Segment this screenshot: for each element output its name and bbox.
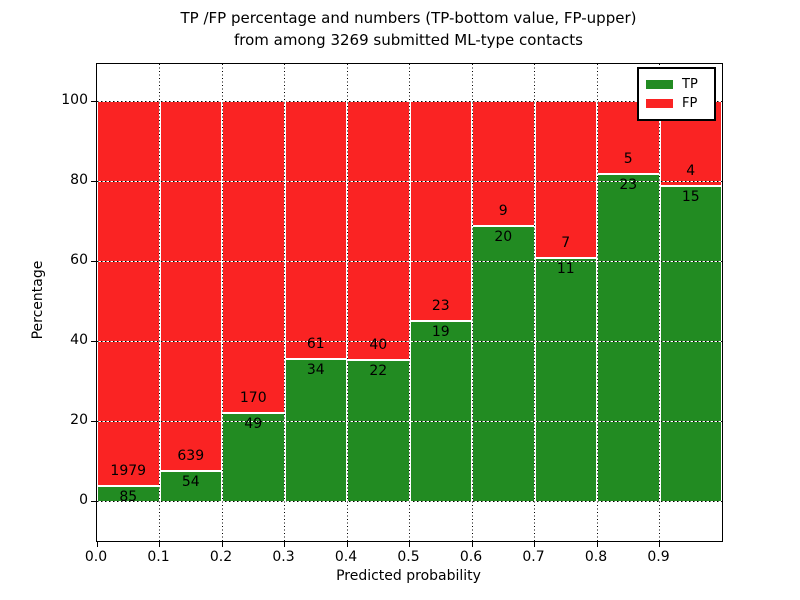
legend-swatch-tp (646, 80, 673, 89)
bar-label-fp-count: 170 (239, 389, 267, 406)
gridline-vertical (533, 64, 536, 541)
gridline-vertical (221, 64, 223, 541)
bar-label-fp-count: 9 (498, 203, 508, 220)
gridline-vertical (658, 64, 661, 541)
y-tick-label: 20 (70, 412, 88, 429)
legend-label-tp: TP (682, 77, 698, 92)
x-tick-label: 0.2 (209, 549, 233, 565)
bar-segment-tp (535, 256, 596, 501)
y-tick-label: 80 (70, 172, 88, 189)
legend-entry-fp: FP (646, 95, 708, 112)
x-axis-tick (409, 542, 410, 547)
bar-segment-fp (98, 101, 159, 485)
plot-area: 1979 85 639 54 170 49 61 34 40 22 23 19 9 20 7 11 5 23 4 15… (91, 63, 723, 547)
bar-label-tp-count: 22 (369, 363, 388, 380)
bar-segment-tp (348, 359, 409, 502)
chart-title: TP /FP percentage and numbers (TP-bottom… (96, 7, 721, 51)
y-tick-label: 100 (61, 92, 88, 109)
bar-segment-tp (660, 185, 721, 502)
bar-segment-fp (348, 101, 409, 360)
chart-title-line1: TP /FP percentage and numbers (TP-bottom… (180, 9, 637, 27)
x-axis-tick (659, 542, 660, 547)
bar-segment-fp (410, 101, 471, 321)
legend: TP FP (637, 67, 716, 121)
y-tick-label: 40 (70, 332, 88, 349)
x-tick-label: 0.3 (272, 549, 295, 565)
x-tick-label: 0.1 (147, 549, 170, 565)
bar-label-tp-count: 54 (181, 473, 200, 490)
bar-segment-tp (160, 469, 221, 501)
bar-label-tp-count: 34 (306, 361, 325, 378)
chart-title-line2: from among 3269 submitted ML-type contac… (234, 31, 583, 49)
x-axis-tick (221, 542, 223, 547)
x-tick-label: 0.8 (584, 549, 608, 565)
bar-label-fp-count: 7 (561, 234, 571, 251)
y-axis-tick (91, 261, 96, 263)
bar-label-fp-count: 4 (686, 163, 696, 180)
x-axis-tick (534, 542, 535, 547)
x-axis-label: Predicted probability (336, 568, 481, 584)
bar-segment-fp (160, 101, 221, 470)
y-tick-label: 0 (79, 492, 88, 509)
bar-label-tp-count: 49 (244, 415, 263, 432)
bar-label-fp-count: 23 (431, 298, 450, 315)
y-axis-tick (91, 341, 96, 343)
bar-label-tp-count: 15 (681, 189, 700, 206)
bar-label-tp-count: 19 (431, 324, 450, 341)
x-tick-label: 0.5 (397, 549, 420, 565)
gridline-vertical (471, 64, 473, 541)
x-axis-tick (96, 542, 98, 547)
y-axis-label: Percentage (30, 260, 46, 340)
y-axis-tick (91, 181, 96, 183)
x-tick-label: 0.6 (459, 549, 483, 565)
bar-segment-tp (285, 357, 346, 501)
bar-label-fp-count: 639 (177, 447, 205, 464)
x-tick-label: 0.9 (647, 549, 670, 565)
x-axis-tick (284, 542, 285, 547)
legend-entry-tp: TP (646, 76, 708, 93)
bar-label-fp-count: 40 (369, 337, 388, 354)
bar-label-tp-count: 20 (494, 229, 513, 246)
x-axis-tick (596, 542, 598, 547)
gridline-vertical (408, 64, 411, 541)
x-axis-tick (346, 542, 348, 547)
x-tick-label: 0.7 (522, 549, 545, 565)
bar-segment-tp (598, 172, 659, 501)
bar-label-tp-count: 85 (119, 488, 138, 505)
gridline-vertical (596, 64, 598, 541)
x-tick-label: 0.0 (84, 549, 108, 565)
gridline-vertical (158, 64, 161, 541)
x-axis-tick (471, 542, 473, 547)
bar-segment-fp (473, 101, 534, 226)
legend-swatch-fp (646, 99, 673, 108)
gridline-vertical (283, 64, 286, 541)
bar-segment-tp (410, 320, 471, 501)
bar-segment-tp (473, 225, 534, 501)
bar-label-tp-count: 23 (619, 176, 638, 193)
bar-segment-tp (223, 411, 284, 501)
bar-segment-tp (98, 484, 159, 501)
y-tick-label: 60 (70, 252, 88, 269)
legend-label-fp: FP (682, 96, 698, 111)
bar-segment-fp (223, 101, 284, 412)
x-tick-label: 0.4 (334, 549, 358, 565)
bar-segment-fp (285, 101, 346, 358)
y-axis-tick (91, 501, 96, 503)
bar-segment-fp (535, 101, 596, 257)
bar-label-tp-count: 11 (556, 260, 575, 277)
bar-label-fp-count: 5 (623, 150, 633, 167)
bar-label-fp-count: 1979 (110, 462, 147, 479)
y-axis-tick (91, 101, 96, 103)
y-axis-tick (91, 421, 96, 423)
bar-label-fp-count: 61 (306, 335, 325, 352)
gridline-vertical (346, 64, 348, 541)
x-axis-tick (159, 542, 160, 547)
